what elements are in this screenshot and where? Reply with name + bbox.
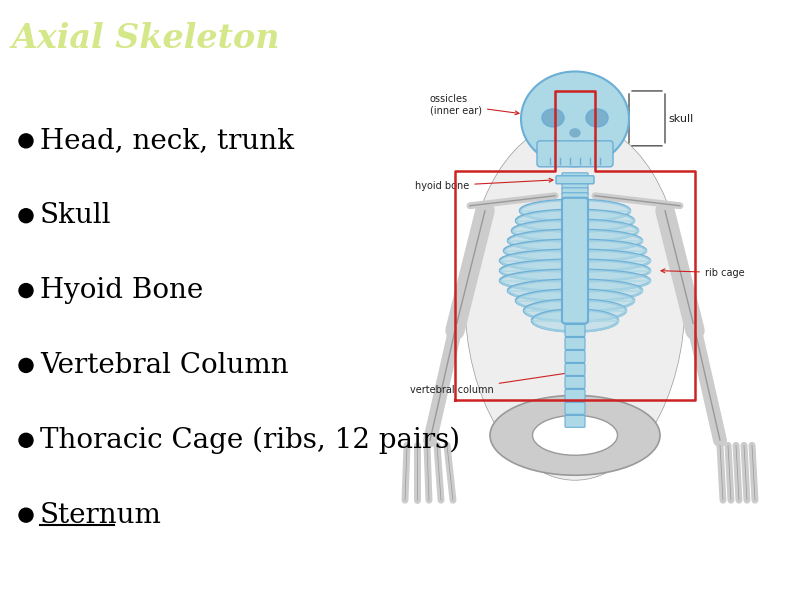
Text: hyoid bone: hyoid bone bbox=[415, 178, 553, 191]
Ellipse shape bbox=[533, 415, 618, 455]
Text: skull: skull bbox=[668, 114, 694, 124]
FancyBboxPatch shape bbox=[565, 415, 585, 427]
FancyBboxPatch shape bbox=[565, 376, 585, 388]
Circle shape bbox=[19, 284, 33, 298]
Circle shape bbox=[19, 433, 33, 447]
Text: Sternum: Sternum bbox=[40, 502, 162, 529]
FancyBboxPatch shape bbox=[562, 178, 588, 185]
Circle shape bbox=[19, 134, 33, 148]
FancyBboxPatch shape bbox=[562, 193, 588, 200]
Circle shape bbox=[19, 209, 33, 223]
FancyBboxPatch shape bbox=[562, 203, 588, 210]
FancyBboxPatch shape bbox=[565, 350, 585, 362]
Ellipse shape bbox=[586, 109, 608, 127]
FancyBboxPatch shape bbox=[537, 141, 613, 167]
FancyBboxPatch shape bbox=[562, 198, 588, 205]
Circle shape bbox=[19, 358, 33, 373]
FancyBboxPatch shape bbox=[556, 176, 594, 184]
FancyBboxPatch shape bbox=[565, 337, 585, 349]
FancyBboxPatch shape bbox=[562, 173, 588, 180]
FancyBboxPatch shape bbox=[562, 183, 588, 190]
FancyBboxPatch shape bbox=[565, 325, 585, 337]
Text: Hyoid Bone: Hyoid Bone bbox=[40, 277, 203, 304]
Ellipse shape bbox=[465, 121, 685, 480]
FancyBboxPatch shape bbox=[562, 188, 588, 195]
Text: Thoracic Cage (ribs, 12 pairs): Thoracic Cage (ribs, 12 pairs) bbox=[40, 427, 460, 454]
Text: Vertebral Column: Vertebral Column bbox=[40, 352, 289, 379]
Ellipse shape bbox=[521, 71, 629, 166]
Text: ossicles
(inner ear): ossicles (inner ear) bbox=[430, 94, 519, 116]
Ellipse shape bbox=[490, 395, 660, 475]
Ellipse shape bbox=[542, 109, 564, 127]
FancyBboxPatch shape bbox=[565, 389, 585, 401]
Text: Head, neck, trunk: Head, neck, trunk bbox=[40, 127, 294, 154]
Ellipse shape bbox=[570, 129, 580, 137]
Text: rib cage: rib cage bbox=[661, 268, 745, 278]
Text: vertebral column: vertebral column bbox=[410, 370, 581, 395]
FancyBboxPatch shape bbox=[565, 403, 585, 415]
Text: Skull: Skull bbox=[40, 202, 112, 229]
Text: Axial Skeleton: Axial Skeleton bbox=[12, 22, 281, 55]
FancyBboxPatch shape bbox=[565, 364, 585, 376]
FancyBboxPatch shape bbox=[562, 198, 588, 323]
Circle shape bbox=[19, 508, 33, 522]
